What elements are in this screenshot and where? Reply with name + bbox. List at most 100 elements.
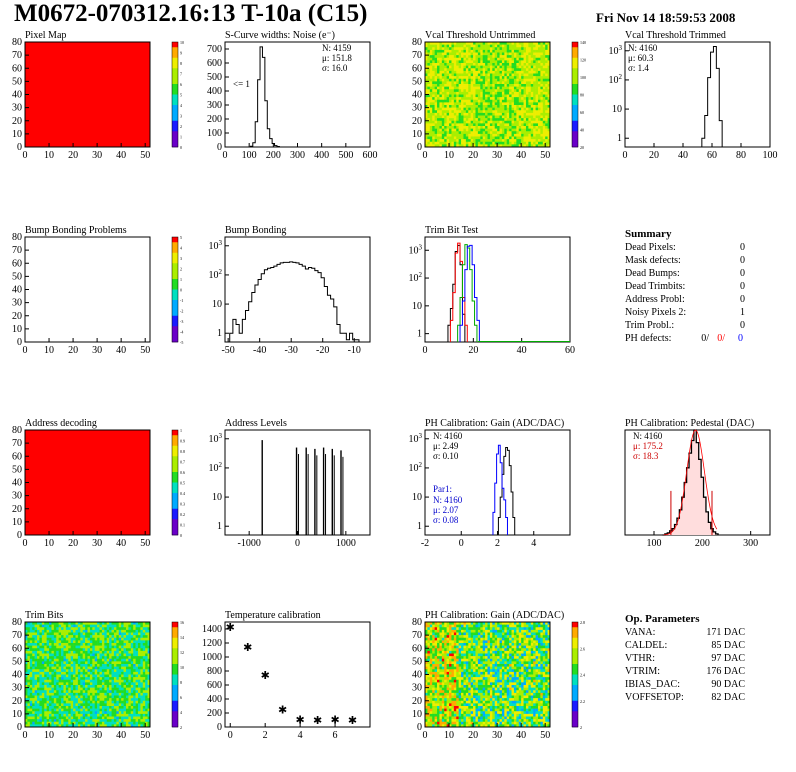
heatmap-cell [116,645,120,649]
heatmap-cell [106,724,110,728]
heatmap-cell [511,123,515,127]
heatmap-cell [477,81,481,85]
heatmap-cell [70,632,74,636]
heatmap-cell [128,648,132,652]
heatmap-cell [521,42,524,45]
heatmap-cell [518,47,522,51]
heatmap-cell [53,661,57,665]
heatmap-cell [482,91,486,95]
heatmap-cell [427,141,431,145]
heatmap-cell [521,627,524,631]
heatmap-cell [99,645,103,649]
heatmap-cell [523,102,527,106]
ph-defect-value: 0 [738,333,743,344]
heatmap-cell [51,637,55,641]
heatmap-cell [501,60,505,64]
heatmap-cell [475,115,479,119]
heatmap-cell [511,78,515,82]
heatmap-cell [94,695,98,699]
heatmap-cell [70,656,74,660]
heatmap-cell [425,629,428,633]
heatmap-cell [523,68,527,72]
heatmap-cell [99,653,103,657]
heatmap-cell [116,711,120,715]
heatmap-cell [145,679,148,683]
heatmap-cell [489,110,493,114]
heatmap-cell [516,144,520,148]
heatmap-cell [501,78,505,82]
heatmap-cell [51,711,55,715]
heatmap-cell [73,643,76,646]
heatmap-cell [458,120,462,124]
heatmap-cell [118,677,122,681]
heatmap-cell [87,658,91,662]
heatmap-cell [128,656,132,660]
heatmap-cell [525,81,529,85]
y-tick-label: 80 [12,232,22,243]
heatmap-cell [533,65,536,69]
heatmap-cell [518,136,522,140]
heatmap-cell [73,635,76,639]
heatmap-cell [109,716,112,720]
heatmap-cell [516,123,520,127]
heatmap-cell [477,42,481,45]
heatmap-cell [58,690,62,694]
heatmap-cell [547,632,551,636]
x-tick-label: 100 [647,538,662,549]
y-tick-label: 70 [12,245,22,256]
heatmap-cell [104,635,108,639]
heatmap-cell [468,99,471,103]
heatmap-cell [142,711,146,715]
heatmap-cell [528,128,532,132]
heatmap-cell [85,637,88,641]
heatmap-cell [68,629,71,633]
heatmap-cell [540,63,544,66]
heatmap-cell [504,102,508,106]
heatmap-cell [504,63,508,66]
heatmap-cell [104,666,108,670]
heatmap-cell [504,622,508,625]
heatmap-cell [489,627,493,631]
heatmap-cell [521,78,524,82]
heatmap-cell [489,52,493,56]
heatmap-cell [142,721,146,725]
heatmap-cell [56,632,59,636]
heatmap-cell [61,719,64,723]
heatmap-cell [465,120,469,124]
heatmap-cell [429,84,433,87]
heatmap-cell [487,47,491,51]
heatmap-cell [451,126,455,129]
heatmap-cell [104,685,108,688]
heatmap-cell [85,643,88,646]
heatmap-cell [453,52,457,56]
heatmap-cell [109,685,112,688]
heatmap-cell [82,627,86,631]
heatmap-cell [518,105,522,108]
heatmap-cell [58,706,62,709]
heatmap-cell [513,629,517,633]
heatmap-cell [456,144,459,148]
heatmap-cell [63,674,67,678]
heatmap-cell [497,49,500,53]
heatmap-cell [528,63,532,66]
heatmap-cell [121,685,124,688]
y-tick-exponent: 2 [219,461,223,469]
heatmap-cell [485,136,488,140]
heatmap-cell [80,713,83,717]
heatmap-cell [111,669,115,673]
heatmap-cell [118,721,122,725]
heatmap-cell [446,49,450,53]
heatmap-cell [80,643,83,646]
heatmap-cell [425,60,428,64]
heatmap-cell [465,627,469,631]
palette-segment [172,57,178,64]
heatmap-cell [106,698,110,702]
heatmap-cell [92,632,96,636]
heatmap-cell [506,624,510,628]
heatmap-cell [37,721,40,725]
heatmap-cell [482,105,486,108]
heatmap-cell [504,136,508,140]
heatmap-cell [463,94,467,98]
